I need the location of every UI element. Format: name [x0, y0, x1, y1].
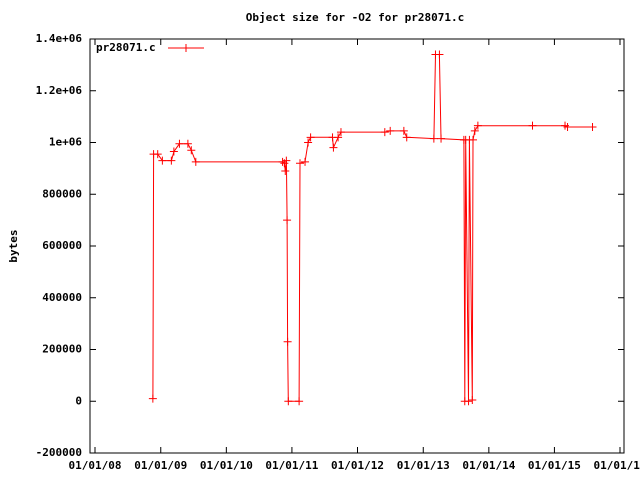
chart-title: Object size for -O2 for pr28071.c — [246, 11, 465, 24]
y-tick-label: -200000 — [36, 446, 82, 459]
point-marker — [296, 159, 305, 168]
y-tick-label: 400000 — [42, 291, 82, 304]
point-marker — [329, 143, 338, 152]
point-marker — [304, 138, 313, 147]
point-marker — [167, 156, 176, 165]
point-marker — [380, 128, 389, 137]
point-marker — [402, 133, 411, 142]
point-marker — [399, 126, 408, 135]
point-marker — [295, 397, 304, 406]
point-marker — [435, 50, 444, 59]
point-marker — [470, 126, 479, 135]
legend-label: pr28071.c — [96, 41, 156, 54]
point-marker — [281, 166, 290, 175]
y-tick-label: 1.2e+06 — [36, 84, 83, 97]
point-marker — [336, 128, 345, 137]
x-tick-label: 01/01/10 — [200, 459, 253, 472]
y-tick-label: 800000 — [42, 187, 82, 200]
point-marker — [306, 133, 315, 142]
point-marker — [468, 395, 477, 404]
x-tick-label: 01/01/09 — [134, 459, 187, 472]
point-marker — [563, 122, 572, 131]
x-tick-label: 01/01/13 — [397, 459, 450, 472]
point-marker — [158, 156, 167, 165]
point-marker — [283, 216, 292, 225]
point-marker — [437, 134, 446, 143]
point-marker — [153, 150, 162, 159]
point-marker — [282, 156, 291, 165]
point-marker — [386, 126, 395, 135]
x-tick-label: 01/01/08 — [69, 459, 122, 472]
point-marker — [528, 121, 537, 130]
point-marker — [148, 394, 157, 403]
x-tick-label: 01/01/12 — [331, 459, 384, 472]
x-tick-label: 01/01/16 — [594, 459, 640, 472]
y-axis-label: bytes — [7, 229, 20, 262]
x-tick-label: 01/01/14 — [462, 459, 515, 472]
point-marker — [588, 122, 597, 131]
point-marker — [187, 146, 196, 155]
point-marker — [284, 397, 293, 406]
point-marker — [183, 139, 192, 148]
point-marker — [278, 157, 287, 166]
point-marker — [473, 121, 482, 130]
y-tick-label: 200000 — [42, 343, 82, 356]
point-marker — [464, 397, 473, 406]
point-marker — [334, 133, 343, 142]
y-tick-label: 600000 — [42, 239, 82, 252]
point-marker — [469, 135, 478, 144]
point-marker — [175, 139, 184, 148]
x-tick-label: 01/01/11 — [265, 459, 318, 472]
y-tick-label: 1.4e+06 — [36, 32, 83, 45]
point-marker — [301, 157, 310, 166]
legend-marker — [182, 44, 190, 52]
y-tick-label: 1e+06 — [49, 136, 82, 149]
point-marker — [429, 134, 438, 143]
point-marker — [169, 147, 178, 156]
x-tick-label: 01/01/15 — [528, 459, 581, 472]
point-marker — [191, 157, 200, 166]
point-marker — [283, 337, 292, 346]
y-tick-label: 0 — [75, 394, 82, 407]
